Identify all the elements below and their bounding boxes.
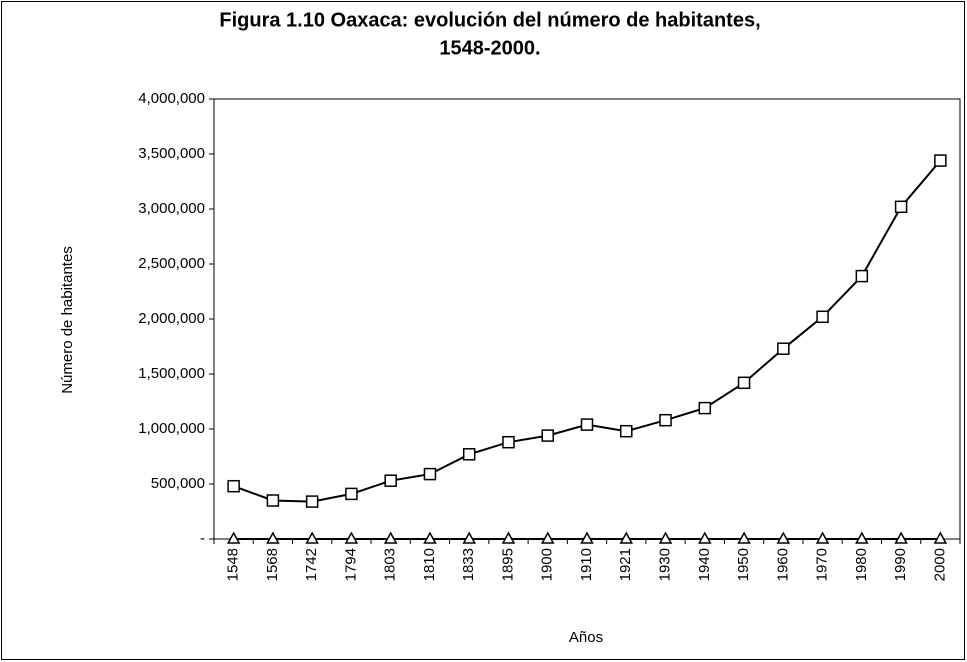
square-marker [423,467,437,481]
square-marker [227,479,240,493]
x-tick-label: 1895 [499,548,516,581]
x-tick-label: 1950 [735,548,752,581]
triangle-marker [266,531,280,544]
square-marker [580,418,594,431]
x-tick-label: 1910 [578,548,595,581]
triangle-marker [933,531,948,544]
triangle-marker [776,531,791,544]
square-marker [777,342,790,355]
triangle-marker [580,531,594,544]
square-marker [894,200,908,214]
square-marker [345,487,358,501]
x-tick-label: 1930 [656,548,673,581]
x-tick-label: 1960 [774,548,791,581]
square-marker [266,494,280,507]
y-tick-label: 2,500,000 [138,255,205,272]
triangle-marker [501,531,516,544]
triangle-marker [737,531,751,544]
triangle-marker [344,531,359,544]
y-tick-label: 3,000,000 [138,200,205,217]
triangle-marker [698,531,712,544]
triangle-marker [658,531,673,544]
x-tick-label: 2000 [931,548,948,581]
y-tick-label: 2,000,000 [138,310,205,327]
square-marker [462,448,476,461]
square-marker [659,413,672,427]
y-tick-label: 1,500,000 [138,365,205,382]
triangle-marker [815,531,830,544]
triangle-marker [226,531,241,544]
triangle-marker [423,531,437,544]
x-tick-label: 1742 [303,548,320,581]
y-tick-label: 4,000,000 [138,90,205,107]
x-tick-label: 1794 [342,548,359,581]
triangle-marker [619,531,634,544]
chart-title: 1548-2000. [439,37,540,59]
triangle-marker [305,531,319,544]
square-marker [620,424,633,438]
x-tick-label: 1921 [617,548,634,581]
triangle-marker [540,531,555,544]
x-tick-label: 1940 [696,548,713,581]
square-marker [816,310,829,324]
y-tick-label: - [200,530,205,547]
x-tick-label: 1970 [814,548,831,581]
x-tick-label: 1990 [892,548,909,581]
x-tick-label: 1810 [421,548,438,581]
y-tick-label: 1,000,000 [138,420,205,437]
triangle-marker [462,531,476,544]
y-tick-label: 500,000 [151,475,205,492]
triangle-marker [383,531,398,544]
x-tick-label: 1833 [460,548,477,581]
square-marker [384,474,397,487]
y-axis-label: Número de habitantes [59,246,76,394]
square-marker [305,495,319,508]
triangle-marker [894,531,908,544]
square-marker [541,429,554,442]
triangle-marker [855,531,869,544]
square-marker [502,435,515,449]
square-marker [855,269,869,283]
x-tick-label: 1900 [539,548,556,581]
square-marker [737,376,751,390]
x-tick-label: 1568 [264,548,281,581]
square-marker [934,154,947,167]
chart-title: Figura 1.10 Oaxaca: evolución del número… [219,9,760,31]
y-tick-label: 3,500,000 [138,145,205,162]
x-tick-label: 1803 [382,548,399,581]
x-tick-label: 1548 [225,548,242,581]
square-marker [698,401,712,415]
x-tick-label: 1980 [853,548,870,581]
x-axis-label: Años [569,629,603,646]
